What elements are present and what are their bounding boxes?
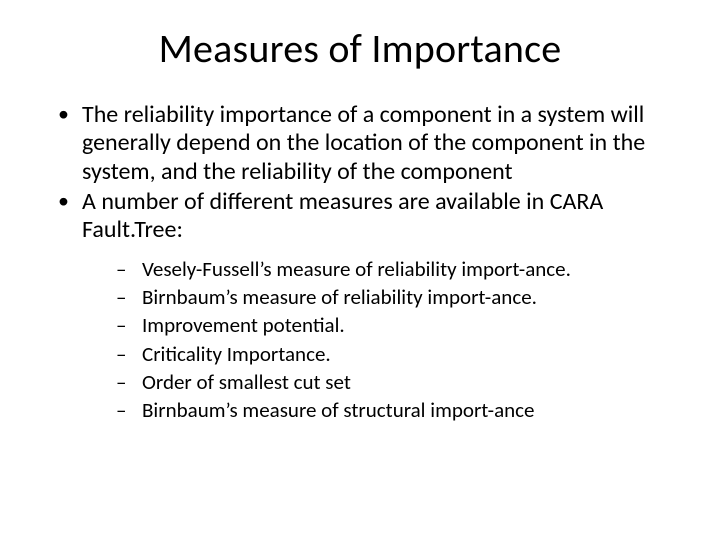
sub-bullet-item: Vesely-Fussell’s measure of reliability …	[116, 255, 670, 283]
bullet-item: A number of different measures are avail…	[58, 188, 670, 425]
sub-bullet-text: Improvement potential.	[142, 312, 345, 338]
sub-bullet-item: Order of smallest cut set	[116, 368, 670, 396]
bullet-list: The reliability importance of a componen…	[40, 101, 680, 425]
sub-bullet-list: Vesely-Fussell’s measure of reliability …	[82, 255, 670, 425]
sub-bullet-text: Birnbaum’s measure of reliability import…	[142, 284, 537, 310]
bullet-text: A number of different measures are avail…	[82, 187, 603, 244]
slide: Measures of Importance The reliability i…	[0, 0, 720, 540]
sub-bullet-text: Birnbaum’s measure of structural import-…	[142, 397, 535, 423]
sub-bullet-text: Criticality Importance.	[142, 341, 331, 367]
sub-bullet-item: Improvement potential.	[116, 311, 670, 339]
sub-bullet-item: Birnbaum’s measure of structural import-…	[116, 396, 670, 424]
slide-title: Measures of Importance	[40, 24, 680, 73]
bullet-item: The reliability importance of a componen…	[58, 101, 670, 186]
sub-bullet-text: Order of smallest cut set	[142, 369, 351, 395]
sub-bullet-item: Birnbaum’s measure of reliability import…	[116, 283, 670, 311]
sub-bullet-text: Vesely-Fussell’s measure of reliability …	[142, 256, 571, 282]
bullet-text: The reliability importance of a componen…	[82, 100, 645, 186]
sub-bullet-item: Criticality Importance.	[116, 340, 670, 368]
